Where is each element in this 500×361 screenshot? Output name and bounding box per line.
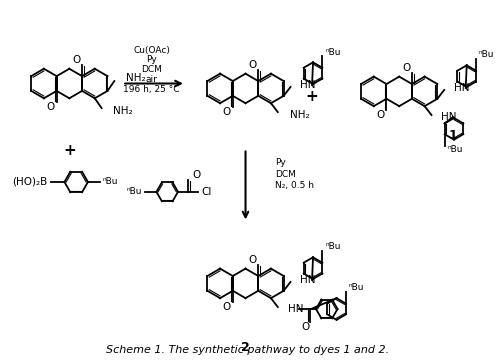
Text: 2: 2	[241, 341, 250, 354]
Text: Cu(OAc): Cu(OAc)	[133, 45, 170, 55]
Text: DCM: DCM	[141, 65, 162, 74]
Text: Scheme 1. The synthetic pathway to dyes 1 and 2.: Scheme 1. The synthetic pathway to dyes …	[106, 345, 389, 355]
Text: NH₂: NH₂	[114, 106, 133, 116]
Text: Cl: Cl	[202, 187, 212, 197]
Text: HN: HN	[442, 112, 457, 122]
Text: N₂, 0.5 h: N₂, 0.5 h	[275, 182, 314, 190]
Text: ⁿBu: ⁿBu	[349, 283, 364, 292]
Text: O: O	[72, 55, 80, 65]
Text: HN: HN	[300, 275, 316, 285]
Text: 1: 1	[448, 129, 458, 142]
Text: ⁿBu: ⁿBu	[102, 178, 118, 187]
Text: ⁿBu: ⁿBu	[326, 243, 341, 252]
Text: NH₂: NH₂	[290, 110, 309, 120]
Text: ⁿBu: ⁿBu	[479, 51, 494, 60]
Text: O: O	[223, 106, 231, 117]
Text: O: O	[223, 301, 231, 312]
Text: NH₂: NH₂	[126, 73, 146, 83]
Text: HN: HN	[300, 80, 316, 90]
Text: HN: HN	[288, 304, 303, 314]
Text: O: O	[46, 102, 55, 112]
Text: +: +	[306, 89, 318, 104]
Text: Py: Py	[146, 55, 157, 64]
Text: ⁿBu: ⁿBu	[448, 145, 463, 155]
Text: (HO)₂B: (HO)₂B	[12, 177, 48, 187]
Text: ⁿBu: ⁿBu	[326, 48, 341, 57]
Text: ⁿBu: ⁿBu	[126, 187, 142, 196]
Text: 196 h, 25 °C: 196 h, 25 °C	[124, 85, 180, 94]
Text: O: O	[301, 322, 310, 332]
Text: O: O	[248, 255, 256, 265]
Text: O: O	[402, 63, 410, 73]
Text: +: +	[63, 143, 76, 158]
Text: HN: HN	[454, 83, 469, 93]
Text: Py: Py	[275, 158, 285, 167]
Text: air: air	[146, 75, 158, 84]
Text: DCM: DCM	[275, 170, 296, 179]
Text: O: O	[376, 109, 384, 119]
Text: O: O	[192, 170, 201, 180]
Text: O: O	[248, 60, 256, 70]
